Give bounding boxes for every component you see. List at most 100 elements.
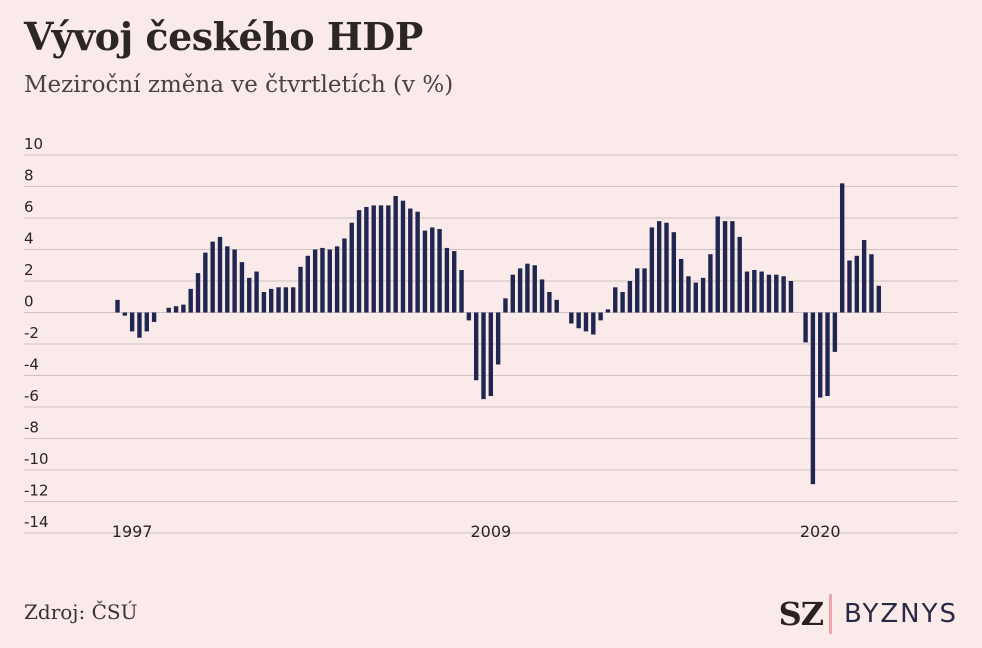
gdp-bar: [517, 268, 523, 313]
y-tick-label: -4: [24, 356, 39, 374]
gdp-bar: [569, 312, 574, 324]
gdp-bar: [210, 241, 215, 313]
x-axis-ticks: 1997 2009 2020: [112, 522, 841, 541]
gdp-bar: [825, 312, 830, 396]
gdp-bar: [730, 221, 735, 313]
gdp-bar: [818, 312, 823, 398]
gdp-bar: [686, 276, 691, 313]
x-tick-label: 1997: [112, 522, 153, 541]
x-tick-label: 2020: [800, 522, 841, 541]
y-tick-label: -2: [24, 324, 39, 342]
gdp-bar: [635, 268, 640, 313]
gdp-bar: [737, 236, 742, 313]
gdp-bar: [437, 229, 442, 313]
gdp-bar: [473, 312, 479, 381]
gdp-bar: [503, 298, 508, 313]
gdp-bar: [247, 277, 252, 313]
gdp-bar: [656, 221, 662, 313]
gdp-bar: [188, 288, 193, 313]
gdp-bar: [554, 299, 559, 313]
gdp-bar: [276, 287, 281, 313]
gdp-bar: [232, 249, 237, 313]
gdp-bar: [876, 285, 881, 313]
gdp-bar: [225, 246, 230, 313]
gdp-bar: [722, 221, 728, 313]
gdp-bar: [195, 273, 201, 313]
logo-byznys-text: BYZNYS: [844, 599, 958, 629]
gdp-bar: [627, 281, 633, 313]
gdp-bar: [664, 222, 669, 313]
gdp-bar: [715, 216, 720, 313]
gdp-bar: [642, 268, 647, 313]
gdp-bar: [166, 307, 171, 313]
y-tick-label: -12: [24, 482, 49, 500]
gdp-bar: [869, 254, 874, 313]
gdp-bar: [283, 287, 289, 313]
x-tick-label: 2009: [470, 522, 511, 541]
gdp-bar: [466, 312, 472, 321]
gdp-bar: [122, 312, 128, 316]
gdp-bar: [525, 263, 530, 313]
gdp-bar: [290, 287, 296, 313]
gdp-bar: [649, 227, 655, 313]
gdp-bar: [144, 312, 149, 332]
gdp-bar: [766, 274, 772, 313]
gdp-bar: [620, 292, 625, 313]
gdp-bar: [371, 205, 376, 313]
gdp-bar: [151, 312, 157, 322]
gdp-bar: [342, 238, 347, 313]
gdp-bar: [452, 251, 457, 313]
gdp-bar: [173, 306, 179, 313]
gdp-bar: [708, 254, 713, 313]
gdp-bar: [583, 312, 589, 332]
y-tick-label: 2: [24, 261, 34, 279]
gdp-bar: [334, 246, 340, 313]
gdp-bar: [781, 276, 786, 313]
gdp-bar: [598, 312, 603, 321]
source-note: Zdroj: ČSÚ: [24, 600, 138, 624]
y-tick-label: 10: [24, 135, 43, 153]
y-tick-label: 8: [24, 167, 34, 185]
gdp-bar: [510, 274, 515, 313]
gdp-bar: [269, 288, 274, 313]
gdp-bar: [393, 195, 398, 313]
gdp-bar: [415, 211, 420, 313]
gdp-bar: [788, 281, 794, 313]
gdp-bar: [203, 252, 208, 313]
logo-divider: [829, 594, 833, 634]
gdp-bar: [422, 230, 428, 313]
gdp-bar: [408, 208, 413, 313]
y-tick-label: -14: [24, 513, 49, 531]
bars: [115, 183, 881, 485]
logo-sz-text: SZ: [778, 595, 824, 633]
gdp-bar: [129, 312, 135, 332]
sz-byznys-logo: SZ BYZNYS: [779, 594, 958, 634]
gdp-bar: [678, 258, 684, 313]
gdp-bar: [459, 269, 464, 313]
gdp-bar: [305, 255, 311, 313]
gdp-bar: [378, 205, 384, 313]
gdp-bar: [356, 210, 362, 313]
gdp-bar: [481, 312, 486, 400]
y-tick-label: 4: [24, 230, 34, 248]
gdp-bar: [400, 200, 406, 313]
gdp-bar: [576, 312, 581, 329]
gdp-bar: [495, 312, 501, 365]
gdp-bar: [839, 183, 845, 313]
gdp-bar: [444, 247, 450, 313]
gdp-bar: [671, 232, 677, 313]
gdp-bar: [488, 312, 494, 396]
gdp-bar: [386, 205, 391, 313]
gdp-bar: [539, 279, 545, 313]
gdp-bar: [861, 240, 867, 313]
gdp-bar: [810, 312, 816, 485]
gdp-bar: [349, 222, 354, 313]
gdp-bar: [752, 269, 757, 313]
y-tick-label: 0: [24, 293, 34, 311]
gdp-bar: [591, 312, 596, 335]
gdp-bar: [217, 236, 223, 313]
gdp-bar: [312, 249, 318, 313]
gdp-bar: [239, 262, 245, 313]
gdp-bar: [744, 271, 750, 313]
y-tick-label: -6: [24, 387, 39, 405]
